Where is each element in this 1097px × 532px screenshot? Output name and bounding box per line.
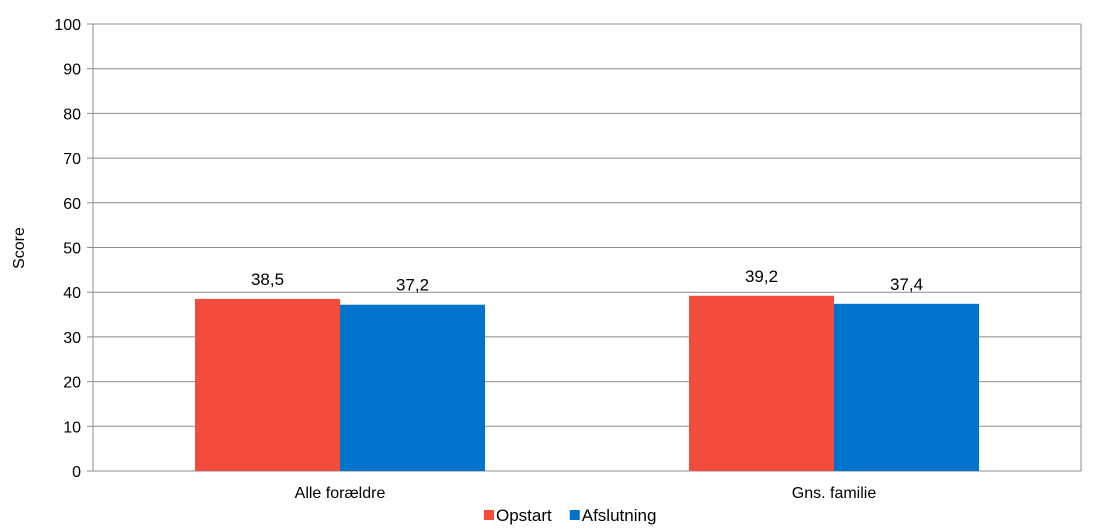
y-tick-label: 60 (63, 196, 81, 213)
legend: Opstart Afslutning (484, 506, 656, 525)
x-category-label: Gns. familie (792, 485, 877, 502)
y-tick-label: 10 (63, 419, 81, 436)
gridlines (87, 23, 1082, 472)
bars (195, 295, 979, 471)
data-label: 37,2 (396, 276, 429, 295)
y-tick-label: 80 (63, 106, 81, 123)
bar-opstart-1 (195, 298, 340, 471)
y-tick-labels: 0 10 20 30 40 50 60 70 80 90 100 (54, 17, 81, 481)
y-tick-label: 30 (63, 330, 81, 347)
y-tick-label: 90 (63, 62, 81, 79)
y-tick-label: 70 (63, 151, 81, 168)
data-labels: 38,5 37,2 39,2 37,4 (251, 267, 923, 295)
legend-swatch-opstart (484, 510, 494, 520)
legend-swatch-afslutning (569, 510, 580, 520)
y-tick-label: 50 (63, 241, 81, 258)
data-label: 39,2 (745, 267, 778, 286)
x-category-label: Alle forældre (295, 485, 386, 502)
y-tick-label: 100 (54, 17, 81, 34)
legend-label: Opstart (496, 506, 552, 525)
bar-afslutning-1 (340, 304, 485, 471)
bar-opstart-2 (689, 295, 834, 471)
y-tick-label: 40 (63, 285, 81, 302)
y-tick-label: 0 (72, 464, 81, 481)
legend-label: Afslutning (582, 506, 657, 525)
y-axis-label: Score (11, 227, 28, 269)
category-labels: Alle forældre Gns. familie (295, 485, 877, 502)
bar-afslutning-2 (834, 303, 979, 471)
y-tick-label: 20 (63, 375, 81, 392)
data-label: 37,4 (890, 275, 923, 294)
data-label: 38,5 (251, 270, 284, 289)
